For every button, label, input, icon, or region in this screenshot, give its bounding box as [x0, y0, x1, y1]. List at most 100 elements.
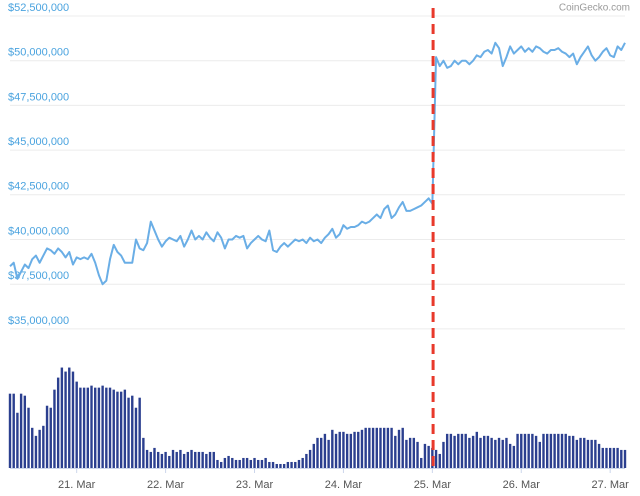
volume-bar	[134, 407, 138, 468]
volume-bar	[360, 429, 364, 468]
volume-bar	[345, 433, 349, 468]
volume-bar	[238, 459, 241, 468]
volume-bar	[449, 433, 453, 468]
volume-bar	[208, 451, 212, 468]
volume-bar	[290, 461, 293, 468]
volume-bar	[408, 437, 412, 468]
volume-bar	[353, 431, 356, 468]
y-tick-label: $35,000,000	[8, 315, 69, 327]
volume-bar	[49, 407, 52, 468]
volume-bar	[123, 389, 127, 468]
volume-bar	[564, 433, 567, 468]
volume-bar	[34, 435, 38, 468]
volume-bar	[501, 439, 504, 468]
volume-bar	[308, 449, 312, 468]
volume-bar	[19, 393, 23, 468]
volume-bar	[231, 457, 234, 468]
volume-bar	[483, 435, 486, 468]
volume-bar	[175, 451, 178, 468]
volume-bar	[334, 433, 338, 468]
volume-bar	[108, 387, 112, 468]
volume-bar	[512, 445, 516, 468]
volume-bar	[523, 433, 527, 468]
x-tick-label: 25. Mar	[414, 479, 452, 491]
volume-bar	[64, 371, 67, 468]
volume-bar	[101, 385, 104, 468]
volume-bar	[401, 427, 404, 468]
volume-bar	[316, 437, 319, 468]
volume-bar	[42, 425, 45, 468]
volume-bar	[475, 431, 479, 468]
volume-bar	[153, 447, 156, 468]
price-line	[9, 41, 626, 286]
volume-bar	[212, 451, 215, 468]
volume-bar	[145, 449, 149, 468]
volume-bar	[416, 441, 419, 468]
volume-bar	[453, 435, 456, 468]
volume-bar	[219, 461, 223, 468]
y-tick-label: $37,500,000	[8, 270, 69, 282]
volume-bar	[490, 437, 493, 468]
volume-bar	[260, 459, 264, 468]
volume-bar	[131, 395, 134, 468]
volume-bar	[390, 427, 393, 468]
volume-bar	[234, 459, 238, 468]
volume-bar	[82, 387, 86, 468]
volume-bar	[575, 439, 579, 468]
volume-bar	[60, 367, 64, 468]
volume-bar	[601, 447, 604, 468]
volume-bar	[434, 449, 438, 468]
y-tick-label: $42,500,000	[8, 181, 69, 193]
volume-bar	[71, 371, 75, 468]
volume-bar	[8, 393, 12, 468]
volume-bar	[553, 433, 556, 468]
volume-bar	[394, 435, 397, 468]
volume-bar	[568, 435, 571, 468]
volume-bar	[338, 431, 341, 468]
x-tick-label: 24. Mar	[325, 479, 363, 491]
volume-bar	[412, 437, 416, 468]
volume-bar	[375, 427, 378, 468]
volume-bar	[505, 437, 508, 468]
volume-bar	[160, 453, 164, 468]
volume-bar	[171, 449, 175, 468]
volume-bar	[286, 461, 290, 468]
volume-bar	[479, 437, 482, 468]
volume-bar	[119, 391, 123, 468]
volume-bar	[397, 429, 401, 468]
volume-bar	[312, 443, 315, 468]
volume-bar	[179, 449, 182, 468]
volume-bar	[520, 433, 523, 468]
volume-bar	[382, 427, 386, 468]
volume-bar	[205, 453, 208, 468]
volume-bar	[605, 447, 608, 468]
watermark: CoinGecko.com	[559, 3, 630, 14]
volume-bar	[586, 439, 590, 468]
volume-bar	[583, 437, 586, 468]
volume-bar	[571, 435, 575, 468]
volume-bar	[438, 453, 441, 468]
volume-bar	[90, 385, 93, 468]
volume-bar	[460, 433, 464, 468]
volume-bar	[94, 387, 97, 468]
volume-bar	[249, 459, 253, 468]
volume-bar	[245, 457, 249, 468]
volume-bar	[86, 387, 90, 468]
volume-bar	[327, 439, 330, 468]
volume-bar	[371, 427, 375, 468]
volume-bar	[579, 437, 582, 468]
volume-bar	[516, 433, 519, 468]
volume-bar	[320, 437, 323, 468]
x-tick-label: 23. Mar	[236, 479, 274, 491]
volume-bar	[542, 433, 545, 468]
volume-bar	[56, 377, 60, 468]
volume-bar	[268, 461, 271, 468]
volume-bar	[623, 449, 627, 468]
volume-bar	[557, 433, 560, 468]
volume-bar	[538, 441, 541, 468]
volume-bar	[190, 449, 193, 468]
volume-bar	[590, 439, 593, 468]
volume-bar	[149, 451, 152, 468]
volume-bar	[301, 457, 304, 468]
volume-bar	[349, 433, 353, 468]
